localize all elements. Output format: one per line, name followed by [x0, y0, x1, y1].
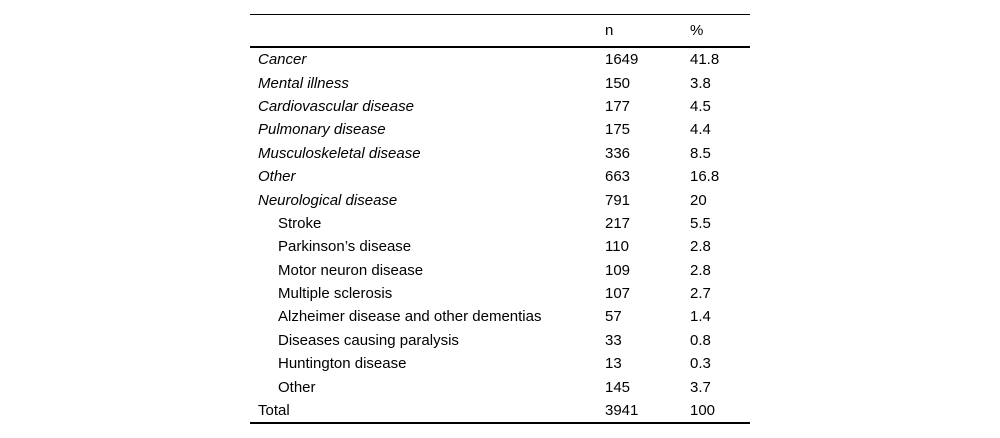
row-n-value: 1649 [605, 52, 639, 68]
row-pct-value: 100 [690, 403, 716, 419]
row-label: Alzheimer disease and other dementias [278, 309, 542, 325]
row-n-value: 13 [605, 356, 622, 372]
row-label: Total [258, 403, 290, 419]
row-label: Huntington disease [278, 356, 407, 372]
row-pct-value: 20 [690, 192, 707, 208]
row-n-value: 145 [605, 379, 631, 395]
row-pct-value: 3.8 [690, 75, 711, 91]
row-n-value: 663 [605, 169, 631, 185]
table-row: Motor neuron disease 109 2.8 [250, 259, 750, 282]
row-pct-value: 2.7 [690, 286, 711, 302]
row-n-value: 217 [605, 215, 631, 231]
table-row: Multiple sclerosis 107 2.7 [250, 282, 750, 305]
table-row: Huntington disease 13 0.3 [250, 352, 750, 375]
row-label: Pulmonary disease [258, 122, 386, 138]
row-pct-value: 4.4 [690, 122, 711, 138]
table-bottom-rule [250, 422, 750, 425]
table-row: Parkinson’s disease 110 2.8 [250, 235, 750, 258]
row-pct-value: 0.3 [690, 356, 711, 372]
row-n-value: 107 [605, 286, 631, 302]
table-row: Pulmonary disease 175 4.4 [250, 118, 750, 141]
table-row: Cardiovascular disease 177 4.5 [250, 95, 750, 118]
table-row: Mental illness 150 3.8 [250, 71, 750, 94]
table-header-row: n % [250, 15, 750, 46]
row-label: Diseases causing paralysis [278, 332, 459, 348]
row-n-value: 791 [605, 192, 631, 208]
table-row: Total 3941 100 [250, 399, 750, 422]
table-top-rule [250, 14, 750, 15]
row-n-value: 336 [605, 145, 631, 161]
row-n-value: 177 [605, 98, 631, 114]
row-label: Motor neuron disease [278, 262, 424, 278]
row-label: Other [258, 169, 296, 185]
row-label: Musculoskeletal disease [258, 145, 421, 161]
row-label: Parkinson’s disease [278, 239, 412, 255]
table-row: Alzheimer disease and other dementias 57… [250, 305, 750, 328]
table-row: Cancer 1649 41.8 [250, 48, 750, 71]
row-label: Neurological disease [258, 192, 398, 208]
row-n-value: 33 [605, 332, 622, 348]
row-label: Multiple sclerosis [278, 286, 393, 302]
table-row: Neurological disease 791 20 [250, 188, 750, 211]
row-label: Cardiovascular disease [258, 98, 414, 114]
row-n-value: 3941 [605, 403, 639, 419]
table-row: Other 663 16.8 [250, 165, 750, 188]
header-n-cell: n [605, 23, 614, 38]
row-n-value: 109 [605, 262, 631, 278]
row-pct-value: 3.7 [690, 379, 711, 395]
table-header-rule [250, 46, 750, 48]
row-pct-value: 0.8 [690, 332, 711, 348]
row-n-value: 175 [605, 122, 631, 138]
row-label: Mental illness [258, 75, 349, 91]
row-pct-value: 2.8 [690, 239, 711, 255]
header-pct-cell: % [690, 23, 704, 38]
row-label: Stroke [278, 215, 322, 231]
row-n-value: 110 [605, 239, 629, 255]
row-label: Cancer [258, 52, 307, 68]
table-row: Stroke 217 5.5 [250, 212, 750, 235]
table-body: Cancer 1649 41.8 Mental illness 150 3.8 … [250, 48, 750, 422]
row-n-value: 150 [605, 75, 631, 91]
row-pct-value: 8.5 [690, 145, 711, 161]
row-pct-value: 2.8 [690, 262, 711, 278]
row-pct-value: 5.5 [690, 215, 711, 231]
row-pct-value: 41.8 [690, 52, 720, 68]
row-label: Other [278, 379, 316, 395]
table-row: Other 145 3.7 [250, 375, 750, 398]
table-row: Diseases causing paralysis 33 0.8 [250, 329, 750, 352]
row-pct-value: 16.8 [690, 169, 720, 185]
disease-frequency-table: n % Cancer 1649 41.8 Mental illness 150 … [250, 14, 750, 425]
table-row: Musculoskeletal disease 336 8.5 [250, 142, 750, 165]
row-pct-value: 1.4 [690, 309, 711, 325]
row-n-value: 57 [605, 309, 622, 325]
row-pct-value: 4.5 [690, 98, 711, 114]
